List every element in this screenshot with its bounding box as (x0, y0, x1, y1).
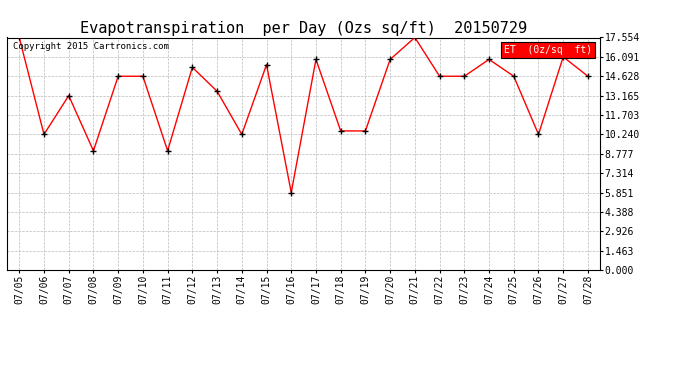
Title: Evapotranspiration  per Day (Ozs sq/ft)  20150729: Evapotranspiration per Day (Ozs sq/ft) 2… (80, 21, 527, 36)
Legend: ET  (0z/sq  ft): ET (0z/sq ft) (502, 42, 595, 58)
Text: Copyright 2015 Cartronics.com: Copyright 2015 Cartronics.com (13, 42, 169, 51)
